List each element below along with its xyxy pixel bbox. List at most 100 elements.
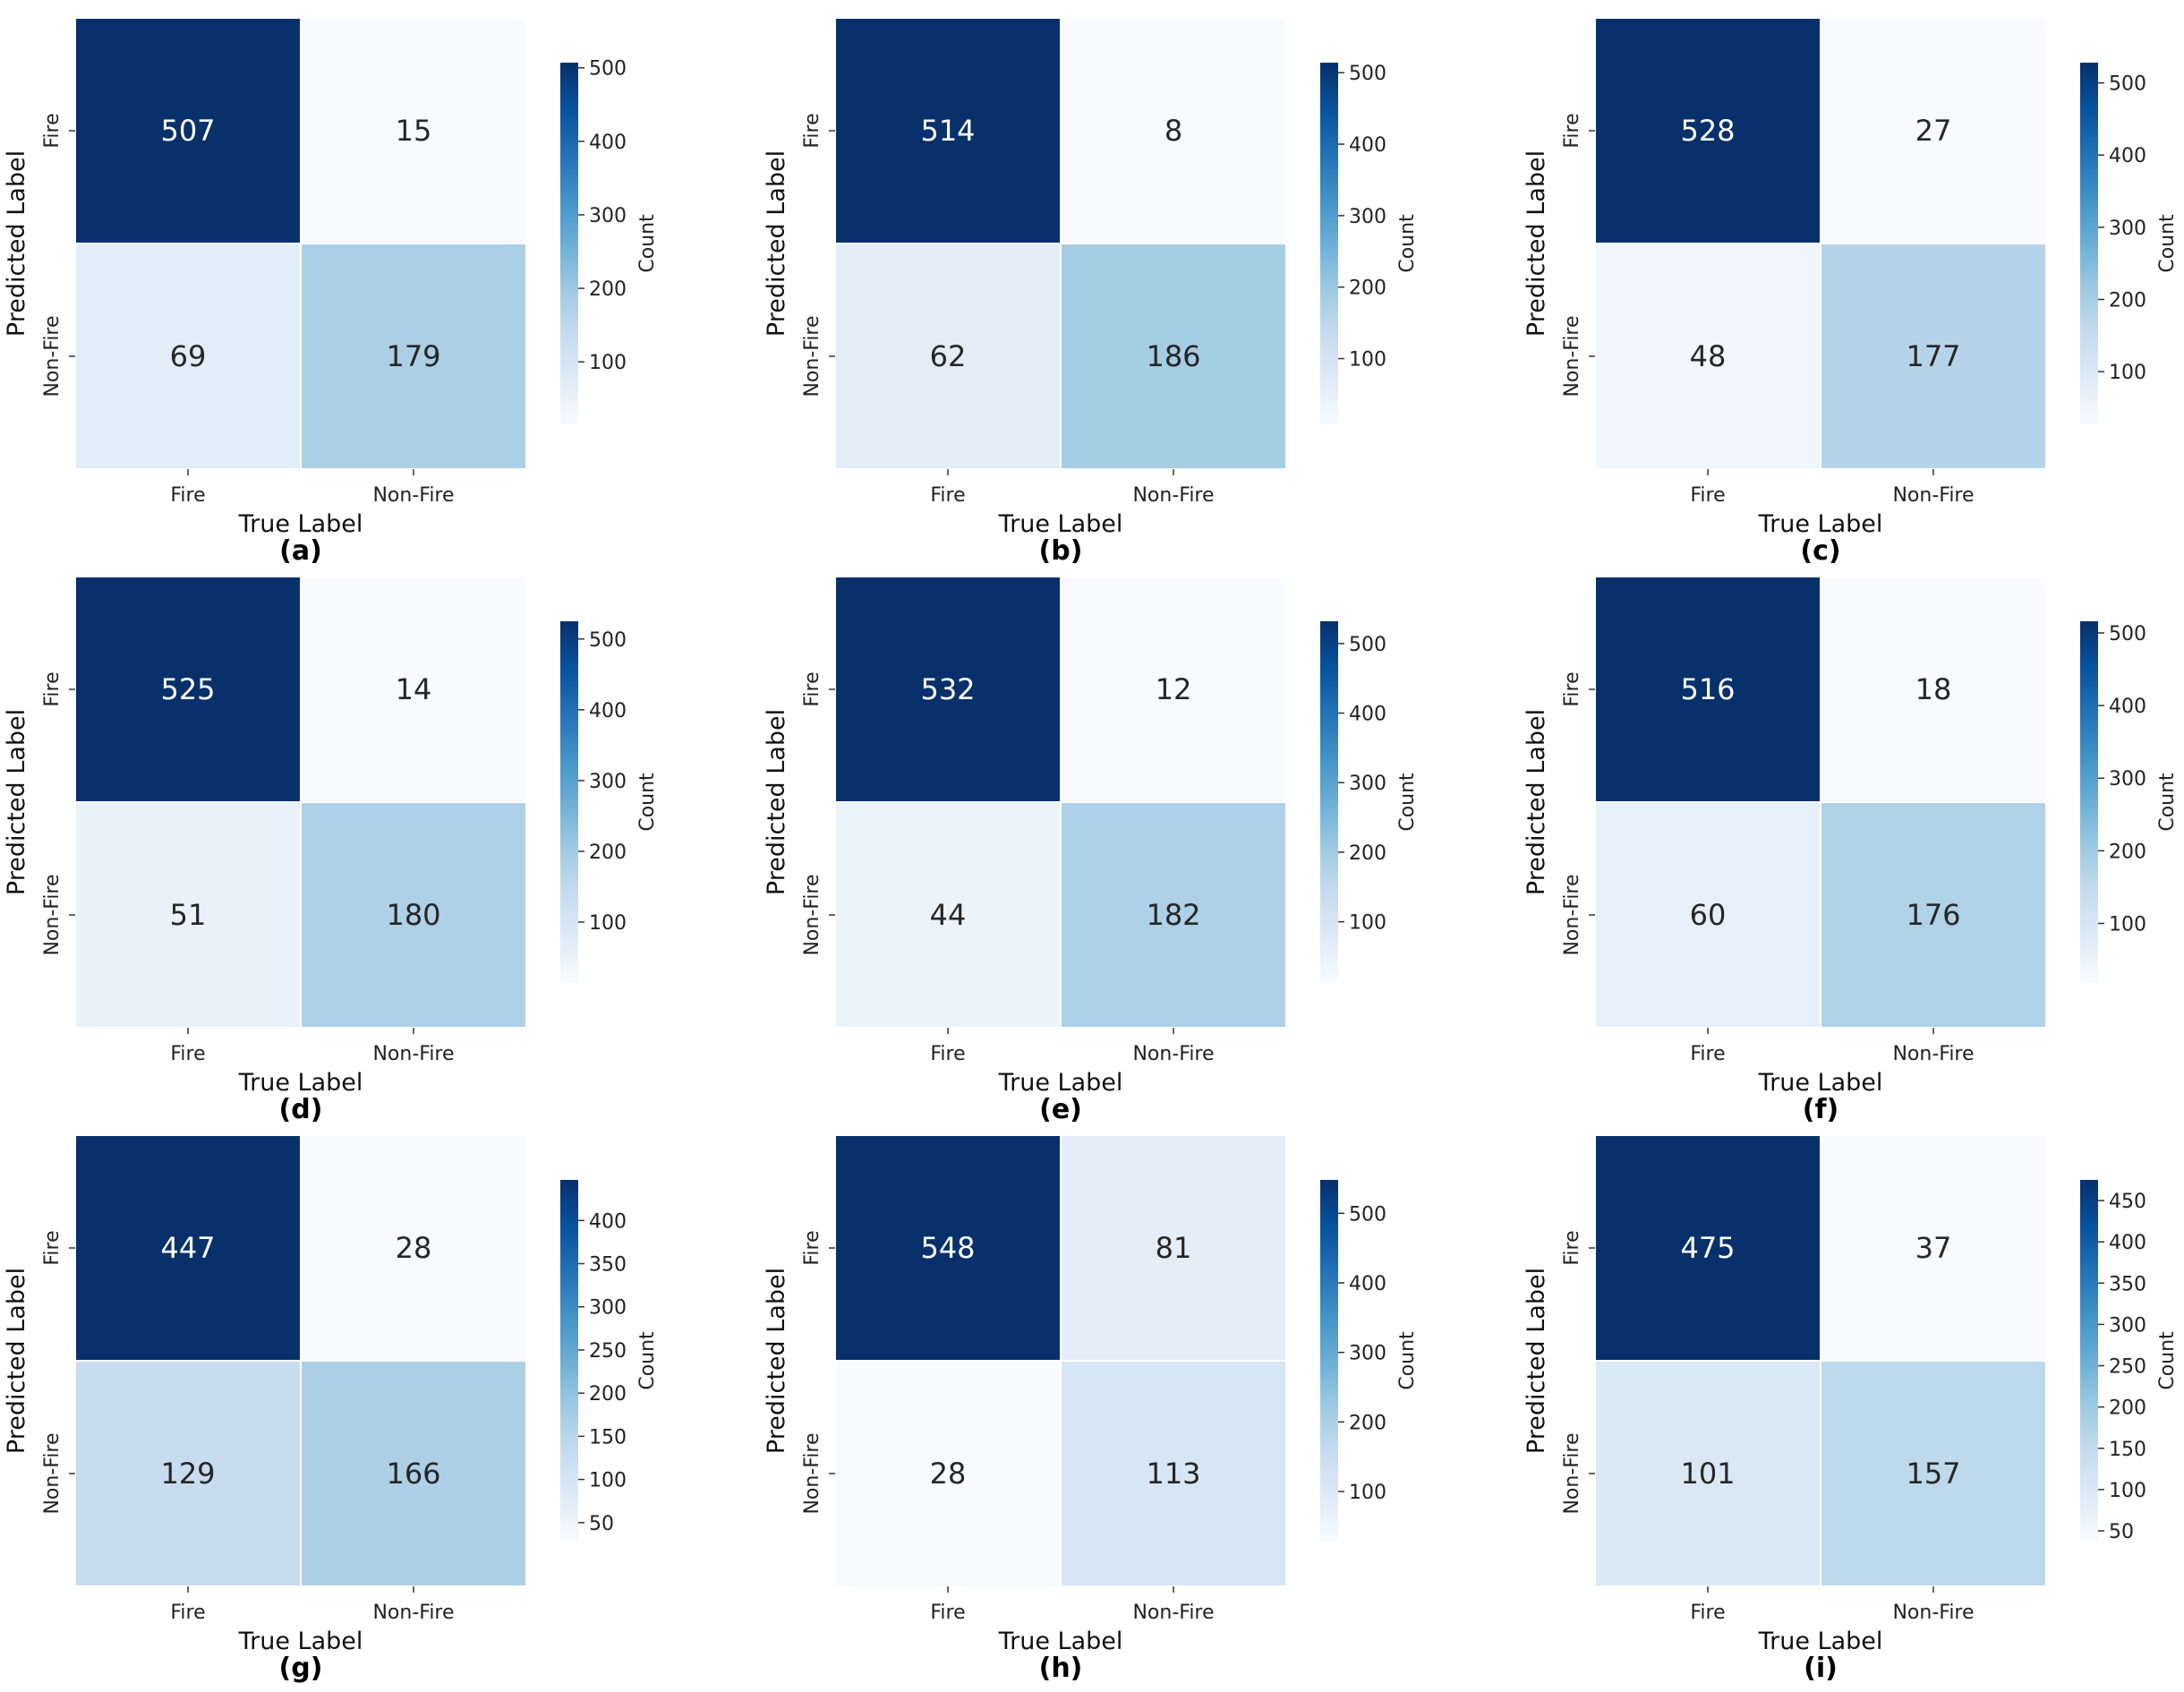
x-tick-label-i-1: Non-Fire (1892, 1602, 1974, 1624)
colorbar-g (560, 1180, 578, 1542)
cell-value-i-r0-c0: 475 (1680, 1231, 1735, 1265)
colorbar-tick-label-c-3: 400 (2109, 145, 2146, 167)
cell-value-g-r1-c0: 129 (160, 1457, 215, 1491)
x-axis-label-g: True Label (238, 1628, 363, 1655)
y-tick-label-h-0: Fire (801, 1230, 823, 1265)
colorbar-tick-label-b-4: 500 (1349, 63, 1386, 85)
y-axis-label-g: Predicted Label (3, 1268, 30, 1454)
cell-value-d-r1-c0: 51 (170, 898, 207, 932)
heatmap-cell-d-r0-c0 (74, 576, 302, 803)
y-axis-label-a: Predicted Label (3, 150, 30, 337)
y-axis-label-b: Predicted Label (763, 150, 790, 337)
x-tick-label-f-1: Non-Fire (1892, 1043, 1974, 1065)
heatmap-cell-f-r0-c0 (1594, 576, 1821, 803)
heatmap-cell-g-r1-c1 (300, 1360, 527, 1587)
cell-value-e-r1-c0: 44 (930, 898, 967, 932)
panel-caption-e: (e) (1039, 1094, 1082, 1125)
cell-value-g-r1-c1: 166 (386, 1457, 440, 1491)
panel-caption-a: (a) (279, 535, 322, 567)
x-axis-label-c: True Label (1758, 510, 1883, 538)
x-tick-label-c-0: Fire (1690, 484, 1725, 507)
x-tick-label-g-0: Fire (170, 1602, 205, 1624)
panel-c: 528 27 48 177 Fire Non-Fire Fire Non-Fire True L… (1523, 17, 2179, 567)
panel-h: 548 81 28 113 Fire Non-Fire Fire Non-Fire True L… (763, 1134, 1419, 1684)
colorbar-tick-label-a-1: 200 (589, 278, 627, 301)
colorbar-tick-label-i-5: 300 (2109, 1314, 2146, 1337)
colorbar-tick-label-c-4: 500 (2109, 73, 2146, 96)
colorbar-tick-label-h-2: 300 (1349, 1343, 1386, 1365)
x-tick-label-b-1: Non-Fire (1132, 484, 1214, 507)
colorbar-tick-label-g-7: 400 (589, 1210, 627, 1233)
colorbar-tick-label-b-1: 200 (1349, 278, 1386, 300)
cell-value-b-r1-c1: 186 (1146, 339, 1200, 373)
y-axis-label-i: Predicted Label (1523, 1268, 1550, 1454)
colorbar-b (1320, 63, 1338, 424)
colorbar-label-i: Count (2156, 1331, 2179, 1390)
cell-value-i-r1-c1: 157 (1906, 1457, 1960, 1491)
colorbar-tick-label-b-3: 400 (1349, 134, 1386, 157)
y-tick-label-a-0: Fire (41, 113, 64, 148)
colorbar-label-c: Count (2156, 214, 2179, 273)
x-axis-label-h: True Label (998, 1628, 1123, 1655)
heatmap-cell-e-r0-c1 (1060, 576, 1287, 803)
heatmap-cell-d-r1-c1 (300, 801, 527, 1029)
cell-value-c-r1-c0: 48 (1690, 339, 1727, 373)
cell-value-f-r1-c0: 60 (1690, 898, 1727, 932)
colorbar-label-e: Count (1396, 773, 1419, 832)
colorbar-tick-label-g-4: 250 (589, 1340, 627, 1363)
colorbar-tick-label-i-2: 150 (2109, 1439, 2146, 1461)
x-tick-label-b-0: Fire (930, 484, 965, 507)
cell-value-i-r0-c1: 37 (1915, 1231, 1952, 1265)
panel-a: 507 15 69 179 Fire Non-Fire Fire Non-Fire True L… (3, 17, 659, 567)
cell-value-d-r1-c1: 180 (386, 898, 440, 932)
x-tick-label-e-1: Non-Fire (1132, 1043, 1214, 1065)
heatmap-cell-e-r1-c0 (834, 801, 1062, 1029)
cell-value-b-r1-c0: 62 (930, 339, 967, 373)
y-tick-label-e-1: Non-Fire (801, 874, 823, 955)
colorbar-tick-label-d-4: 500 (589, 629, 627, 652)
colorbar-label-b: Count (1396, 214, 1419, 273)
y-tick-label-f-1: Non-Fire (1561, 874, 1583, 955)
colorbar-label-h: Count (1396, 1331, 1419, 1390)
panel-g: 447 28 129 166 Fire Non-Fire Fire Non-Fire True … (3, 1134, 659, 1684)
colorbar-tick-label-b-2: 300 (1349, 206, 1386, 228)
colorbar-tick-label-i-6: 350 (2109, 1273, 2146, 1295)
colorbar-tick-label-g-1: 100 (589, 1470, 627, 1492)
panel-caption-h: (h) (1039, 1653, 1083, 1684)
x-tick-label-h-1: Non-Fire (1132, 1602, 1214, 1624)
x-tick-label-d-0: Fire (170, 1043, 205, 1065)
x-tick-label-f-0: Fire (1690, 1043, 1725, 1065)
cell-value-e-r0-c1: 12 (1156, 672, 1192, 706)
panel-d: 525 14 51 180 Fire Non-Fire Fire Non-Fire True L… (3, 576, 659, 1125)
colorbar-tick-label-g-0: 50 (589, 1513, 614, 1535)
cell-value-f-r0-c0: 516 (1680, 672, 1735, 706)
colorbar-tick-label-a-3: 400 (589, 132, 627, 154)
y-tick-label-h-1: Non-Fire (801, 1432, 823, 1514)
cell-value-g-r0-c1: 28 (396, 1231, 432, 1265)
y-axis-label-e: Predicted Label (763, 709, 790, 895)
colorbar-tick-label-d-2: 300 (589, 771, 627, 793)
colorbar-a (560, 63, 578, 424)
heatmap-cell-a-r0-c0 (74, 17, 302, 244)
colorbar-tick-label-h-4: 500 (1349, 1203, 1386, 1226)
heatmap-cell-i-r1-c1 (1820, 1360, 2047, 1587)
x-axis-label-i: True Label (1758, 1628, 1883, 1655)
colorbar-tick-label-f-4: 500 (2109, 623, 2146, 645)
cell-value-f-r1-c1: 176 (1906, 898, 1960, 932)
colorbar-tick-label-d-1: 200 (589, 842, 627, 864)
y-tick-label-d-0: Fire (41, 671, 64, 706)
panel-f: 516 18 60 176 Fire Non-Fire Fire Non-Fire True L… (1523, 576, 2179, 1125)
cell-value-b-r0-c0: 514 (920, 114, 975, 148)
x-axis-label-d: True Label (238, 1069, 363, 1097)
colorbar-f (2080, 621, 2098, 983)
heatmap-cell-b-r0-c1 (1060, 17, 1287, 244)
heatmap-cell-h-r0-c0 (834, 1134, 1062, 1362)
y-axis-label-c: Predicted Label (1523, 150, 1550, 337)
colorbar-tick-label-c-1: 200 (2109, 289, 2146, 312)
colorbar-tick-label-h-1: 200 (1349, 1412, 1386, 1434)
y-tick-label-b-1: Non-Fire (801, 315, 823, 397)
colorbar-tick-label-c-0: 100 (2109, 362, 2146, 384)
colorbar-tick-label-f-2: 300 (2109, 768, 2146, 790)
heatmap-cell-f-r0-c1 (1820, 576, 2047, 803)
